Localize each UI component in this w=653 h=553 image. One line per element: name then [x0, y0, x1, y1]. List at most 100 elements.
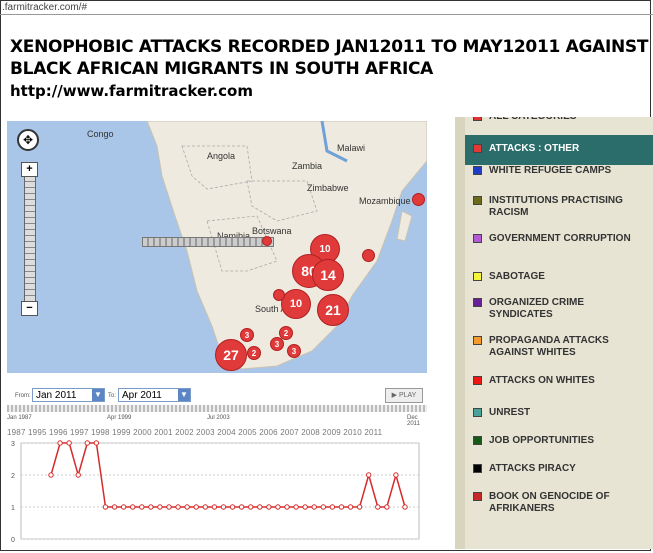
place-label: South Africa [255, 304, 304, 314]
to-label: To: [108, 393, 117, 399]
chart-point [302, 504, 308, 510]
chevron-down-icon[interactable]: ▼ [92, 389, 104, 401]
legend-label: ATTACKS ON WHITES [489, 375, 595, 386]
cluster-marker[interactable]: 3 [287, 344, 301, 358]
chart-ytick-label: 2 [11, 473, 15, 480]
chart-point [129, 504, 136, 510]
map-view[interactable]: Congo Angola Zambia Malawi Zimbabwe Moza… [7, 121, 427, 373]
from-date-select[interactable]: Jan 2011 ▼ [32, 388, 105, 402]
chart-point [57, 440, 63, 446]
chart-point [139, 504, 145, 510]
cluster-marker[interactable]: 3 [270, 337, 284, 351]
play-button[interactable]: ▶ PLAY [385, 388, 423, 403]
legend-label: UNREST [489, 407, 531, 418]
chart-point [329, 504, 336, 510]
chart-point [157, 504, 163, 510]
legend-swatch [473, 436, 482, 445]
map-zoom-control[interactable]: ✥ + − [17, 129, 39, 316]
chart-point [320, 504, 327, 510]
timeline-panel: From: Jan 2011 ▼ To: Apr 2011 ▼ ▶ PLAY J… [7, 383, 427, 549]
site-url[interactable]: http://www.farmitracker.com [10, 82, 253, 100]
legend-swatch [473, 234, 482, 243]
chart-point [393, 472, 399, 478]
cluster-marker[interactable]: 14 [312, 259, 344, 291]
chart-point [66, 440, 72, 446]
legend-label: ATTACKS : OTHER [489, 143, 580, 154]
legend-label: ALL CATEGORIES [489, 117, 649, 123]
chart-point [293, 504, 299, 510]
chart-point [365, 472, 372, 478]
title-line-2: BLACK AFRICAN MIGRANTS IN SOUTH AFRICA [10, 59, 434, 79]
chart-plot-area [20, 442, 420, 540]
chart-point [193, 504, 199, 510]
map-landmass [146, 121, 427, 370]
legend-item[interactable]: ATTACKS : OTHER [465, 135, 653, 165]
legend-swatch [473, 298, 482, 307]
chart-point [211, 504, 218, 510]
legend-label: JOB OPPORTUNITIES [489, 435, 595, 446]
legend-label: BOOK ON GENOCIDE OF AFRIKANERS [489, 491, 610, 514]
legend-swatch [473, 117, 482, 121]
timeline-jul-tick: Jul 2003 [207, 415, 230, 421]
chart-point [257, 504, 263, 510]
chart-point [266, 504, 272, 510]
legend-label: PROPAGANDA ATTACKS AGAINST WHITES [489, 335, 609, 358]
category-legend: ALL CATEGORIES ATTACKS : OTHER WHITE REFUG… [455, 117, 653, 549]
chart-point [402, 504, 408, 510]
legend-label: ATTACKS PIRACY [489, 463, 576, 474]
timeline-start-tick: Jan 1987 [7, 415, 32, 421]
chart-point [220, 504, 227, 510]
chart-point [229, 504, 236, 510]
zoom-slider[interactable] [24, 169, 36, 311]
chart-series-line [50, 442, 406, 508]
address-bar[interactable]: .farmitracker.com/# [2, 2, 88, 13]
chart-point [202, 504, 209, 510]
legend-swatch [473, 376, 482, 385]
chart-point [347, 504, 354, 510]
legend-swatch [473, 166, 482, 175]
chart-point [375, 504, 381, 510]
zoom-out-button[interactable]: − [21, 301, 38, 316]
page-title: XENOPHOBIC ATTACKS RECORDED JAN12011 TO … [10, 36, 650, 80]
chart-point [111, 504, 118, 510]
chart-point [384, 504, 390, 510]
timeline-end-tick: Dec 2011 [407, 415, 420, 427]
timeline-years: 1987 1995 1996 1997 1998 1999 2000 2001 … [7, 428, 383, 437]
legend-swatch [473, 144, 482, 153]
place-label: Congo [87, 129, 114, 139]
place-label: Zambia [292, 161, 323, 171]
address-divider [0, 14, 653, 15]
zoom-in-button[interactable]: + [21, 162, 38, 177]
chart-point [93, 440, 100, 446]
chart-point [284, 504, 290, 510]
event-marker[interactable] [412, 193, 425, 206]
pan-control-icon[interactable]: ✥ [17, 129, 39, 151]
cluster-marker[interactable]: 10 [281, 289, 311, 319]
legend-label: INSTITUTIONS PRACTISING RACISM [489, 195, 623, 218]
legend-label: ORGANIZED CRIME SYNDICATES [489, 297, 584, 320]
to-date-select[interactable]: Apr 2011 ▼ [118, 388, 191, 402]
chart-point [148, 504, 154, 510]
legend-swatch [473, 408, 482, 417]
cluster-marker[interactable]: 21 [317, 294, 349, 326]
chart-point [275, 504, 281, 510]
chart-point [84, 440, 91, 446]
legend-label: SABOTAGE [489, 271, 545, 282]
cluster-marker[interactable]: 27 [215, 339, 247, 371]
event-marker[interactable] [362, 249, 375, 262]
cluster-marker[interactable]: 3 [240, 328, 254, 342]
cluster-marker[interactable]: 2 [279, 326, 293, 340]
chart-ytick-label: 0 [11, 537, 15, 544]
chart-point [166, 504, 172, 510]
map-layer-slider[interactable] [142, 237, 274, 247]
event-marker[interactable] [262, 236, 272, 246]
chart-point [120, 504, 127, 510]
legend-swatch [473, 196, 482, 205]
timeline-scrubber[interactable] [7, 405, 427, 412]
cluster-marker[interactable]: 2 [247, 346, 261, 360]
chart-ytick-label: 1 [11, 505, 15, 512]
chart-point [247, 504, 254, 510]
chevron-down-icon[interactable]: ▼ [178, 389, 190, 401]
event-marker[interactable] [273, 289, 285, 301]
chart-point [175, 504, 181, 510]
